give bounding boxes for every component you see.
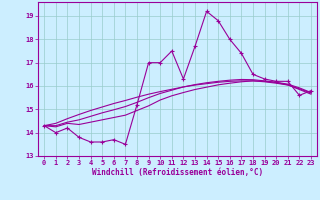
X-axis label: Windchill (Refroidissement éolien,°C): Windchill (Refroidissement éolien,°C) [92, 168, 263, 177]
